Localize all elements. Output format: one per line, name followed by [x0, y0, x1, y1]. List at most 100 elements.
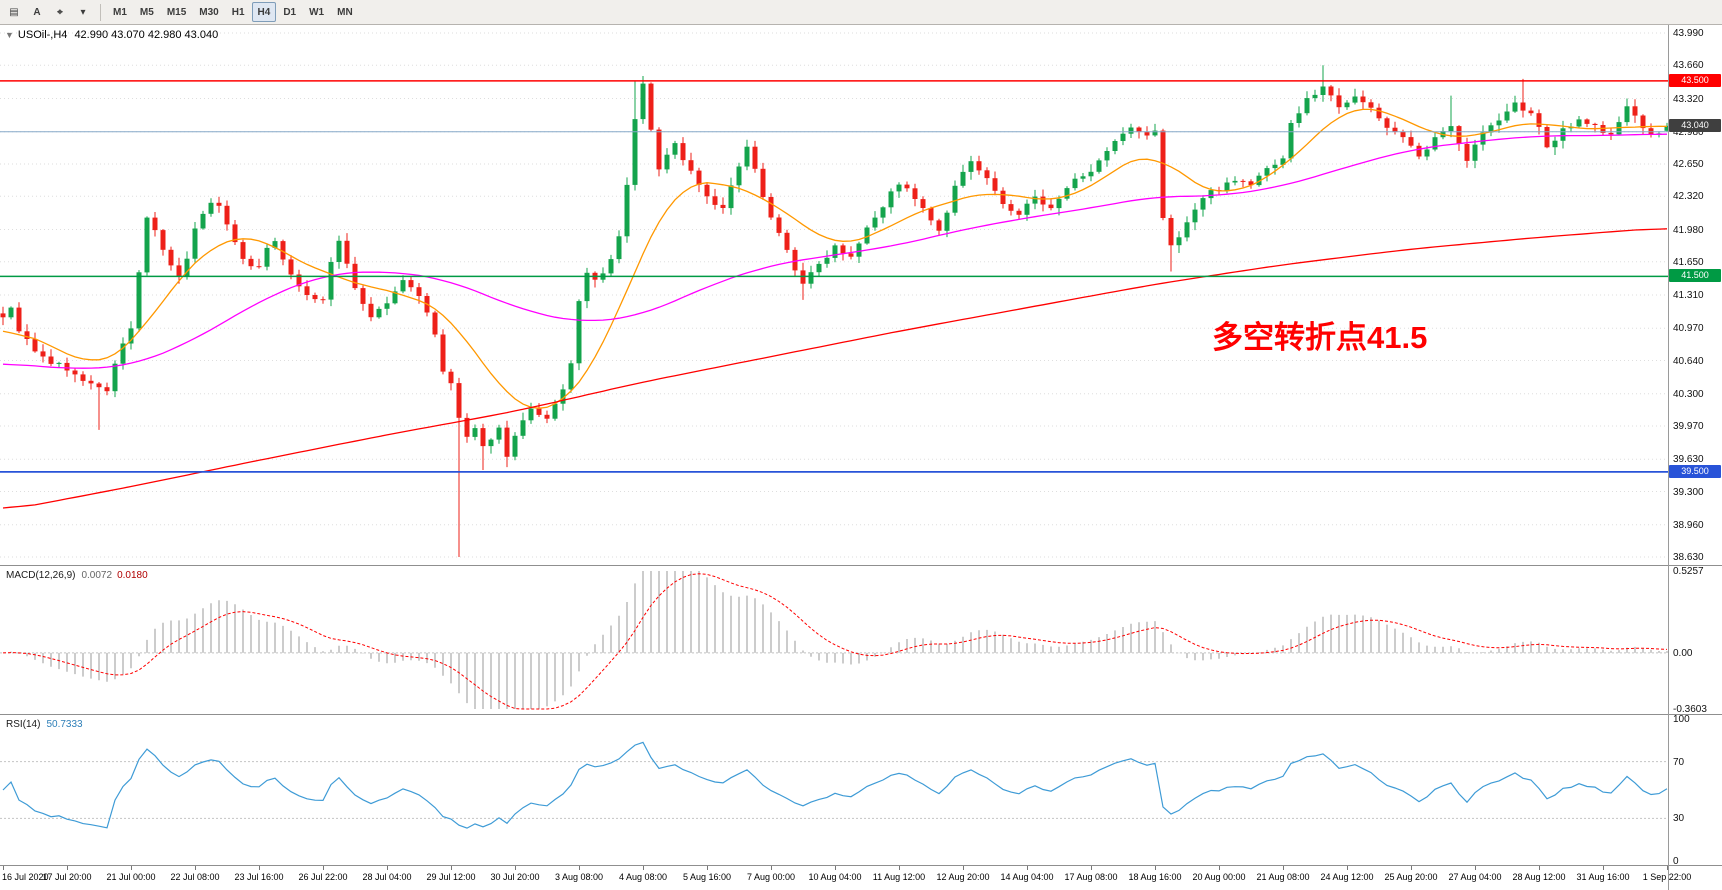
price-tick-label: 38.630: [1673, 552, 1704, 563]
panel-separator[interactable]: [0, 565, 1722, 566]
timeframe-button-h1[interactable]: H1: [231, 6, 245, 18]
price-line-badge: 39.500: [1669, 465, 1721, 478]
rsi-value: 50.7333: [46, 719, 83, 730]
time-axis-label: 10 Aug 04:00: [808, 872, 862, 882]
chart-templates-button[interactable]: ▤: [3, 2, 25, 22]
time-axis-tick: [1603, 866, 1604, 870]
price-line-badge: 43.500: [1669, 74, 1721, 87]
time-axis-tick: [1475, 866, 1476, 870]
panel-separator[interactable]: [0, 865, 1722, 866]
time-axis-label: 11 Aug 12:00: [872, 872, 926, 882]
candlestick-canvas[interactable]: [0, 25, 1668, 565]
price-tick-label: 40.970: [1673, 323, 1704, 334]
macd-indicator-label: MACD(12,26,9) 0.0072 0.0180: [6, 570, 148, 581]
chevron-down-icon: ▾: [80, 6, 86, 18]
toolbar-separator: [100, 3, 101, 21]
price-tick-label: 40.300: [1673, 389, 1704, 400]
timeframe-button-m1[interactable]: M1: [113, 6, 127, 18]
rsi-tick-label: 30: [1673, 813, 1685, 824]
collapse-caret-icon[interactable]: ▼: [5, 30, 14, 40]
time-axis-tick: [515, 866, 516, 870]
time-axis-label: 22 Jul 08:00: [170, 872, 220, 882]
timeframe-button-h4[interactable]: H4: [251, 2, 277, 22]
templates-icon: ▤: [9, 6, 19, 18]
text-label-button[interactable]: A: [26, 2, 48, 22]
macd-signal-value: 0.0180: [117, 570, 148, 581]
price-tick-label: 42.320: [1673, 191, 1704, 202]
time-axis-label: 1 Sep 22:00: [1642, 872, 1692, 882]
price-tick-label: 40.640: [1673, 356, 1704, 367]
time-axis-label: 17 Aug 08:00: [1064, 872, 1118, 882]
rsi-line: [2, 741, 1668, 829]
time-axis-label: 21 Aug 08:00: [1256, 872, 1310, 882]
candles: [0, 65, 1668, 557]
time-axis-tick: [1027, 866, 1028, 870]
price-tick-label: 43.990: [1673, 28, 1704, 39]
rsi-levels: [0, 761, 1668, 819]
time-axis-label: 29 Jul 12:00: [426, 872, 476, 882]
macd-main-value: 0.0072: [81, 570, 113, 581]
time-axis-label: 20 Aug 00:00: [1192, 872, 1246, 882]
rsi-canvas[interactable]: [0, 715, 1668, 865]
time-axis-tick: [1347, 866, 1348, 870]
time-axis-label: 12 Aug 20:00: [936, 872, 990, 882]
price-gridlines: [0, 32, 1668, 558]
timeframe-button-mn[interactable]: MN: [337, 6, 353, 18]
macd-tick-label: -0.3603: [1673, 704, 1707, 715]
time-axis-tick: [387, 866, 388, 870]
chart-title: ▼ USOil-,H4 42.990 43.070 42.980 43.040: [5, 29, 218, 41]
time-axis-label: 28 Aug 12:00: [1512, 872, 1566, 882]
crosshair-icon: ⌖: [57, 6, 63, 18]
toolbar: ▤ A ⌖ ▾ M1 M5 M15 M30 H1 H4 D1 W1 MN: [0, 0, 1722, 25]
time-axis-label: 4 Aug 08:00: [618, 872, 668, 882]
panel-separator[interactable]: [0, 714, 1722, 715]
time-axis-label: 31 Aug 16:00: [1576, 872, 1630, 882]
timeframe-button-d1[interactable]: D1: [283, 6, 297, 18]
price-tick-label: 43.320: [1673, 94, 1704, 105]
macd-name: MACD(12,26,9): [6, 570, 76, 581]
time-axis-tick: [3, 866, 4, 870]
macd-canvas[interactable]: [0, 566, 1668, 714]
time-axis-label: 16 Jul 2020: [2, 872, 49, 882]
time-axis-label: 25 Aug 20:00: [1384, 872, 1438, 882]
price-tick-label: 39.630: [1673, 454, 1704, 465]
crosshair-tool-button[interactable]: ⌖: [49, 2, 71, 22]
time-axis-tick: [963, 866, 964, 870]
rsi-tick-label: 0: [1673, 856, 1679, 867]
time-axis-label: 7 Aug 00:00: [746, 872, 796, 882]
timeframe-button-m15[interactable]: M15: [166, 6, 187, 18]
time-axis-tick: [835, 866, 836, 870]
price-tick-label: 41.650: [1673, 257, 1704, 268]
timeframe-button-m5[interactable]: M5: [139, 6, 154, 18]
text-label-icon: A: [33, 6, 41, 18]
time-axis-tick: [1667, 866, 1668, 870]
time-axis-tick: [323, 866, 324, 870]
tools-dropdown-button[interactable]: ▾: [72, 2, 94, 22]
price-tick-label: 39.300: [1673, 487, 1704, 498]
time-axis-tick: [1155, 866, 1156, 870]
time-axis-tick: [67, 866, 68, 870]
time-axis-tick: [451, 866, 452, 870]
time-axis-label: 18 Aug 16:00: [1128, 872, 1182, 882]
price-tick-label: 41.980: [1673, 225, 1704, 236]
time-axis-tick: [1411, 866, 1412, 870]
horizontal-lines: [0, 80, 1668, 473]
time-axis-tick: [643, 866, 644, 870]
time-axis-tick: [1539, 866, 1540, 870]
time-axis-label: 14 Aug 04:00: [1000, 872, 1054, 882]
rsi-name: RSI(14): [6, 719, 41, 730]
timeframe-button-m30[interactable]: M30: [199, 6, 219, 18]
time-axis-tick: [707, 866, 708, 870]
timeframe-button-w1[interactable]: W1: [309, 6, 325, 18]
time-axis-tick: [195, 866, 196, 870]
time-axis-tick: [899, 866, 900, 870]
price-tick-label: 39.970: [1673, 421, 1704, 432]
time-axis-tick: [1283, 866, 1284, 870]
rsi-tick-label: 70: [1673, 757, 1685, 768]
price-line-badge: 41.500: [1669, 269, 1721, 282]
symbol-period-label: USOil-,H4: [17, 29, 68, 41]
time-axis-tick: [131, 866, 132, 870]
chart-text-annotation: 多空转折点41.5: [1212, 320, 1428, 355]
price-tick-label: 43.660: [1673, 60, 1704, 71]
